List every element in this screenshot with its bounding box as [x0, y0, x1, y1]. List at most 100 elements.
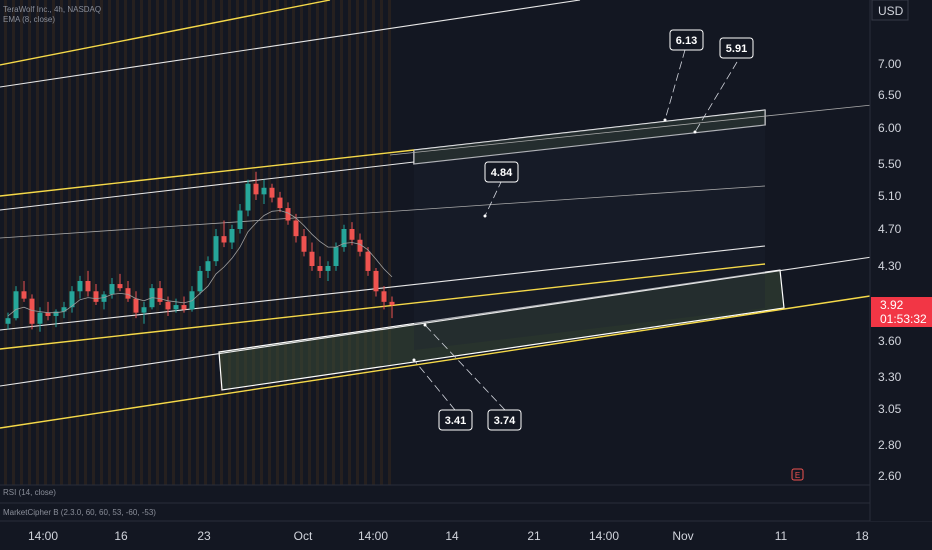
time-tick-label: Nov: [672, 529, 693, 543]
candle-body: [85, 280, 91, 292]
session-stripe: [372, 0, 375, 485]
upper-target-zone[interactable]: [413, 109, 766, 165]
candle-body: [285, 208, 291, 221]
price-tick-label: 5.10: [878, 189, 902, 203]
callout-3-41[interactable]: 3.41: [438, 409, 473, 431]
time-tick-label: 21: [527, 529, 541, 543]
callout-5-91-label: 5.91: [726, 43, 747, 55]
callout-6-13[interactable]: 6.13: [669, 29, 704, 51]
session-stripe: [148, 0, 151, 485]
candle-body: [341, 229, 347, 248]
session-stripe: [108, 0, 111, 485]
session-stripe: [292, 0, 295, 485]
time-tick-label: 23: [197, 529, 211, 543]
earnings-marker[interactable]: E: [791, 468, 804, 481]
session-stripe: [284, 0, 287, 485]
price-tick-label: 2.60: [878, 469, 902, 483]
session-stripe: [204, 0, 207, 485]
session-stripe: [316, 0, 319, 485]
candle-body: [61, 307, 67, 312]
session-stripe: [28, 0, 31, 485]
candle-body: [77, 280, 83, 292]
session-stripe: [84, 0, 87, 485]
candle-body: [181, 305, 187, 310]
candle-body: [5, 318, 11, 324]
time-tick-label: 14:00: [28, 529, 58, 543]
white-line-2[interactable]: [0, 161, 415, 211]
mid-line-2[interactable]: [389, 104, 873, 156]
session-stripe: [228, 0, 231, 485]
yellow-line-3[interactable]: [0, 263, 766, 350]
callout-5-91[interactable]: 5.91: [719, 37, 754, 59]
price-tick-label: 2.80: [878, 438, 902, 452]
candle-body: [101, 294, 107, 302]
candle-body: [245, 183, 251, 211]
symbol-legend: TeraWolf Inc., 4h, NASDAQ: [3, 5, 101, 14]
lower-support-zone[interactable]: [218, 269, 785, 391]
session-stripe: [140, 0, 143, 485]
price-tick-label: 4.30: [878, 259, 902, 273]
price-tick-label: 3.30: [878, 370, 902, 384]
time-tick-label: 14: [445, 529, 459, 543]
session-stripe: [68, 0, 71, 485]
candle-body: [373, 270, 379, 292]
callout-3-74[interactable]: 3.74: [487, 409, 522, 431]
candle-body: [165, 301, 171, 310]
price-tick-label: 7.00: [878, 57, 902, 71]
candle-body: [53, 311, 59, 316]
yellow-line-4[interactable]: [0, 295, 871, 429]
session-stripe: [260, 0, 263, 485]
price-axis-bg[interactable]: [870, 0, 932, 521]
candle-body: [277, 197, 283, 209]
price-tick-label: 3.60: [878, 334, 902, 348]
candle-body: [349, 229, 355, 240]
candle-body: [173, 305, 179, 310]
yellow-line-2[interactable]: [0, 149, 415, 197]
last-price-badge: 3.92 01:53:32: [871, 297, 932, 327]
candle-body: [29, 298, 35, 324]
session-stripe: [100, 0, 103, 485]
session-stripe: [164, 0, 167, 485]
ema-legend: EMA (8, close): [3, 15, 55, 24]
ema-line: [7, 210, 393, 317]
session-stripe: [20, 0, 23, 485]
time-tick-label: Oct: [294, 529, 313, 543]
price-tick-label: 6.00: [878, 121, 902, 135]
white-line-3[interactable]: [0, 245, 766, 331]
candle-body: [197, 270, 203, 292]
callout-6-13-label: 6.13: [676, 35, 697, 47]
candle-body: [237, 210, 243, 229]
session-stripe: [268, 0, 271, 485]
white-line-4[interactable]: [0, 256, 873, 387]
candle-body: [317, 266, 323, 271]
currency-button[interactable]: [871, 0, 909, 21]
session-stripe: [172, 0, 175, 485]
candle-body: [69, 291, 75, 308]
time-axis-ticks[interactable]: 14:00 16 23 Oct 14:00 14 21 14:00 Nov 11 18: [28, 529, 869, 543]
yellow-line-1[interactable]: [0, 0, 331, 66]
candle-body: [269, 187, 275, 198]
session-stripes: [4, 0, 391, 485]
white-line-1[interactable]: [0, 0, 581, 88]
session-stripe: [188, 0, 191, 485]
callout-3-41-label: 3.41: [445, 415, 466, 427]
channel-shade: [414, 110, 765, 350]
candle-body: [309, 251, 315, 266]
candle-body: [261, 187, 267, 195]
candle-body: [389, 301, 395, 306]
candle-body: [293, 220, 299, 237]
candle-body: [117, 284, 123, 289]
candle-body: [213, 236, 219, 262]
session-stripe: [380, 0, 383, 485]
session-stripe: [332, 0, 335, 485]
candle-body: [357, 239, 363, 252]
session-stripe: [132, 0, 135, 485]
price-tick-label: 4.70: [878, 222, 902, 236]
price-tick-label: 5.50: [878, 157, 902, 171]
callout-4-84-label: 4.84: [491, 167, 513, 179]
candle-body: [333, 247, 339, 266]
mid-line-1[interactable]: [0, 185, 766, 239]
callout-4-84[interactable]: 4.84: [484, 161, 519, 183]
